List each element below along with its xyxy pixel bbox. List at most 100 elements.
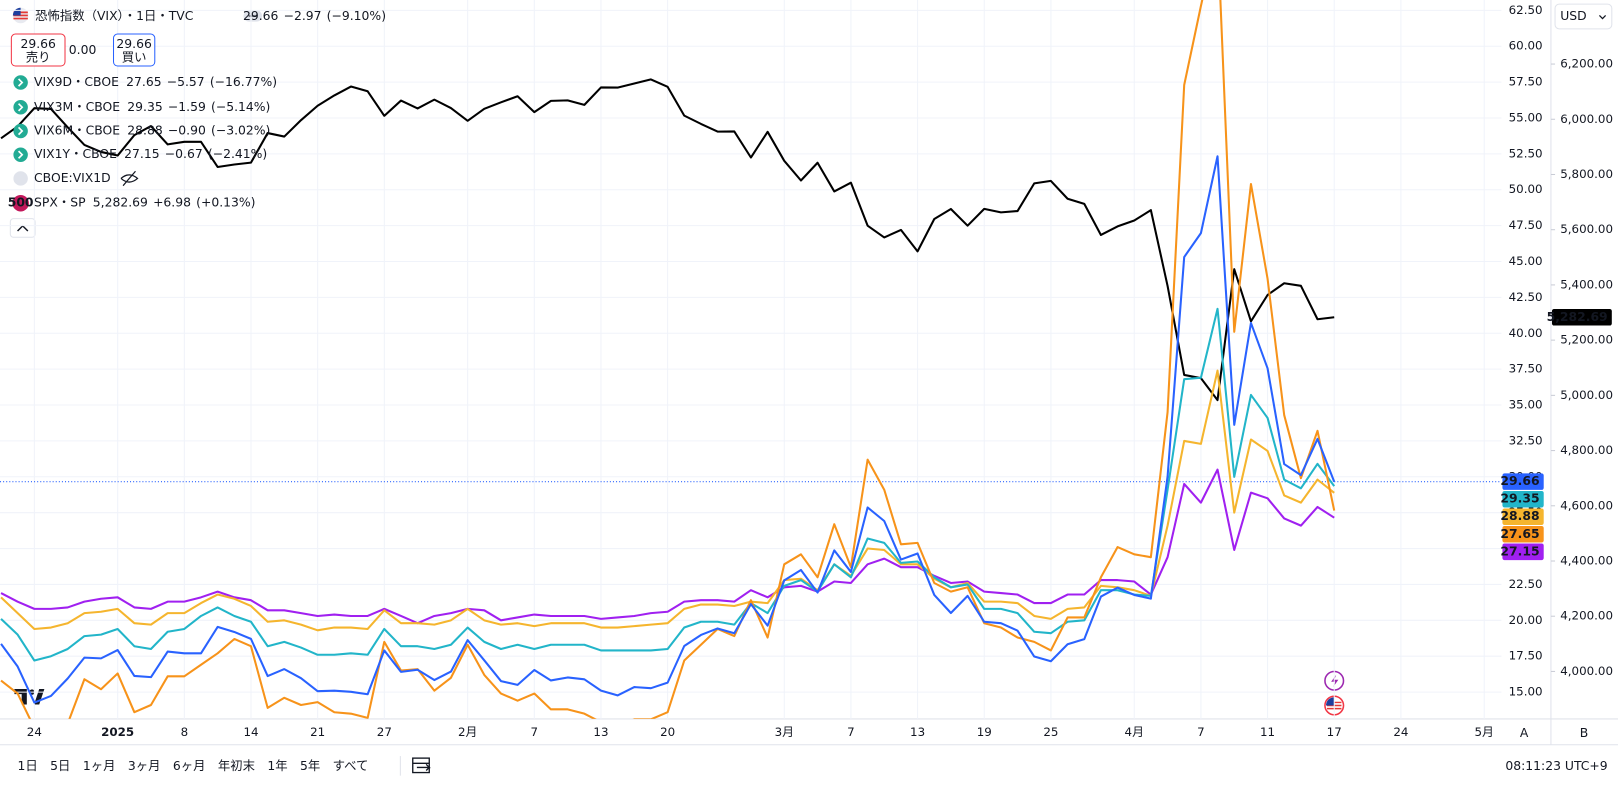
legend-change: −1.59 [168, 100, 206, 114]
range-button[interactable]: 5日 [50, 759, 70, 773]
y-tick-label: 20.00 [1509, 613, 1543, 627]
last-value-tag [1502, 490, 1544, 508]
series-line [0, 155, 1336, 704]
sell-button[interactable] [10, 33, 66, 67]
legend-collapse-button[interactable] [9, 218, 36, 238]
legend-last: 29.35 [127, 100, 162, 114]
y-tick-label: 32.50 [1509, 433, 1543, 447]
last-value-tag [1551, 309, 1612, 326]
legend-symbol: SPX・SP [34, 196, 86, 210]
spread: 0.00 [69, 43, 97, 57]
legend-change: −0.67 [165, 147, 203, 161]
last-value-label: 27.15 [1500, 544, 1539, 558]
legend-icon-arrow [17, 103, 24, 112]
range-button[interactable]: 1日 [18, 759, 38, 773]
plot-area [0, 0, 1502, 719]
legend-icon[interactable] [12, 194, 29, 212]
x-tick-label: 2月 [458, 725, 477, 739]
y-tick-label: 52.50 [1509, 146, 1543, 160]
grid [0, 0, 1502, 719]
y2-tick-label: 5,600.00 [1560, 222, 1613, 236]
x-tick-label: 7 [1197, 725, 1205, 739]
series-line [0, 369, 1335, 632]
last-value-label: 28.88 [1500, 509, 1539, 523]
legend-last: 28.88 [127, 123, 163, 137]
x-tick-label: 7 [847, 725, 855, 739]
legend-last: 27.15 [124, 147, 159, 161]
x-tick-label: 13 [593, 725, 608, 739]
legend-symbol: VIX9D・CBOE [34, 75, 119, 89]
y-tick-label: 62.50 [1509, 3, 1543, 17]
legend-last: 27.65 [126, 75, 161, 89]
last-value-label: 27.65 [1500, 527, 1539, 541]
buy-price: 29.66 [116, 37, 152, 51]
last-value-label: 5,282.69 [1547, 310, 1608, 324]
price-change-pct: (−9.10%) [327, 9, 386, 23]
legend-change-pct: (−16.77%) [210, 75, 277, 89]
axis-button[interactable]: A [1520, 726, 1529, 740]
legend-change-pct: (−3.02%) [211, 123, 270, 137]
y2-tick-label: 5,800.00 [1560, 167, 1613, 181]
buy-button[interactable] [112, 33, 156, 67]
range-button[interactable]: 1年 [267, 759, 287, 773]
legend-hidden-symbol: CBOE:VIX1D [34, 171, 111, 185]
y-tick-label: 22.50 [1509, 577, 1543, 591]
y-tick-label: 42.50 [1509, 290, 1543, 304]
y-tick-label: 15.00 [1509, 685, 1543, 699]
legend-icon[interactable] [13, 100, 28, 115]
legend-change-pct: (−5.14%) [211, 100, 270, 114]
last-value-tag [1502, 526, 1544, 543]
legend-icon[interactable] [13, 75, 28, 90]
y2-tick-label: 4,800.00 [1560, 443, 1613, 457]
y-tick-label: 47.50 [1509, 218, 1543, 232]
y-tick-label: 60.00 [1509, 39, 1543, 53]
legend-icon[interactable] [13, 123, 28, 139]
legend-symbol: VIX6M・CBOE [34, 123, 120, 137]
last-value-tag [1502, 473, 1544, 490]
buy-label: 買い [122, 50, 147, 64]
y2-tick-label: 6,200.00 [1560, 57, 1613, 71]
axis-button[interactable]: B [1580, 726, 1589, 740]
range-button[interactable]: 3ヶ月 [128, 759, 161, 773]
x-tick-label: 13 [910, 725, 925, 739]
legend-icon[interactable] [13, 147, 28, 162]
y2-tick-label: 5,200.00 [1560, 333, 1613, 347]
y-tick-label: 17.50 [1509, 649, 1543, 663]
last-price: 29.66 [243, 9, 279, 23]
series-line [0, 78, 1335, 402]
calendar-icon[interactable] [412, 757, 431, 774]
legend-last: 5,282.69 [93, 196, 148, 210]
range-button[interactable]: すべて [333, 759, 369, 773]
x-tick-label: 20 [660, 725, 675, 739]
legend-change: +6.98 [153, 196, 191, 210]
range-button[interactable]: 5年 [300, 759, 320, 773]
legend-symbol: VIX1Y・CBOE [34, 147, 117, 161]
x-tick-label: 25 [1043, 725, 1058, 739]
y2-tick-label: 4,400.00 [1560, 554, 1613, 568]
eye-off-icon[interactable] [120, 170, 139, 187]
legend-icon[interactable] [13, 171, 28, 186]
x-tick-label: 8 [181, 725, 189, 739]
y2-tick-label: 4,600.00 [1560, 498, 1613, 512]
x-tick-label: 11 [1260, 725, 1275, 739]
x-tick-label: 5月 [1475, 725, 1494, 739]
y-tick-label: 57.50 [1509, 75, 1543, 89]
range-button[interactable]: 1ヶ月 [83, 759, 116, 773]
range-button[interactable]: 6ヶ月 [173, 759, 206, 773]
y-tick-label: 50.00 [1509, 182, 1543, 196]
currency-dropdown[interactable] [1554, 3, 1613, 30]
x-tick-label: 4月 [1125, 725, 1144, 739]
last-value-tag [1502, 543, 1544, 561]
y2-tick-label: 5,000.00 [1560, 388, 1613, 402]
y2-tick-label: 4,000.00 [1560, 664, 1613, 678]
last-value-tag [1502, 508, 1544, 525]
y-tick-label: 37.50 [1509, 362, 1543, 376]
x-tick-label: 24 [1393, 725, 1408, 739]
range-button[interactable]: 年初末 [218, 759, 255, 773]
y-tick-label: 55.00 [1509, 110, 1543, 124]
y-tick-label: 40.00 [1509, 326, 1543, 340]
x-tick-label: 3月 [775, 725, 794, 739]
last-value-label: 29.66 [1500, 474, 1539, 488]
